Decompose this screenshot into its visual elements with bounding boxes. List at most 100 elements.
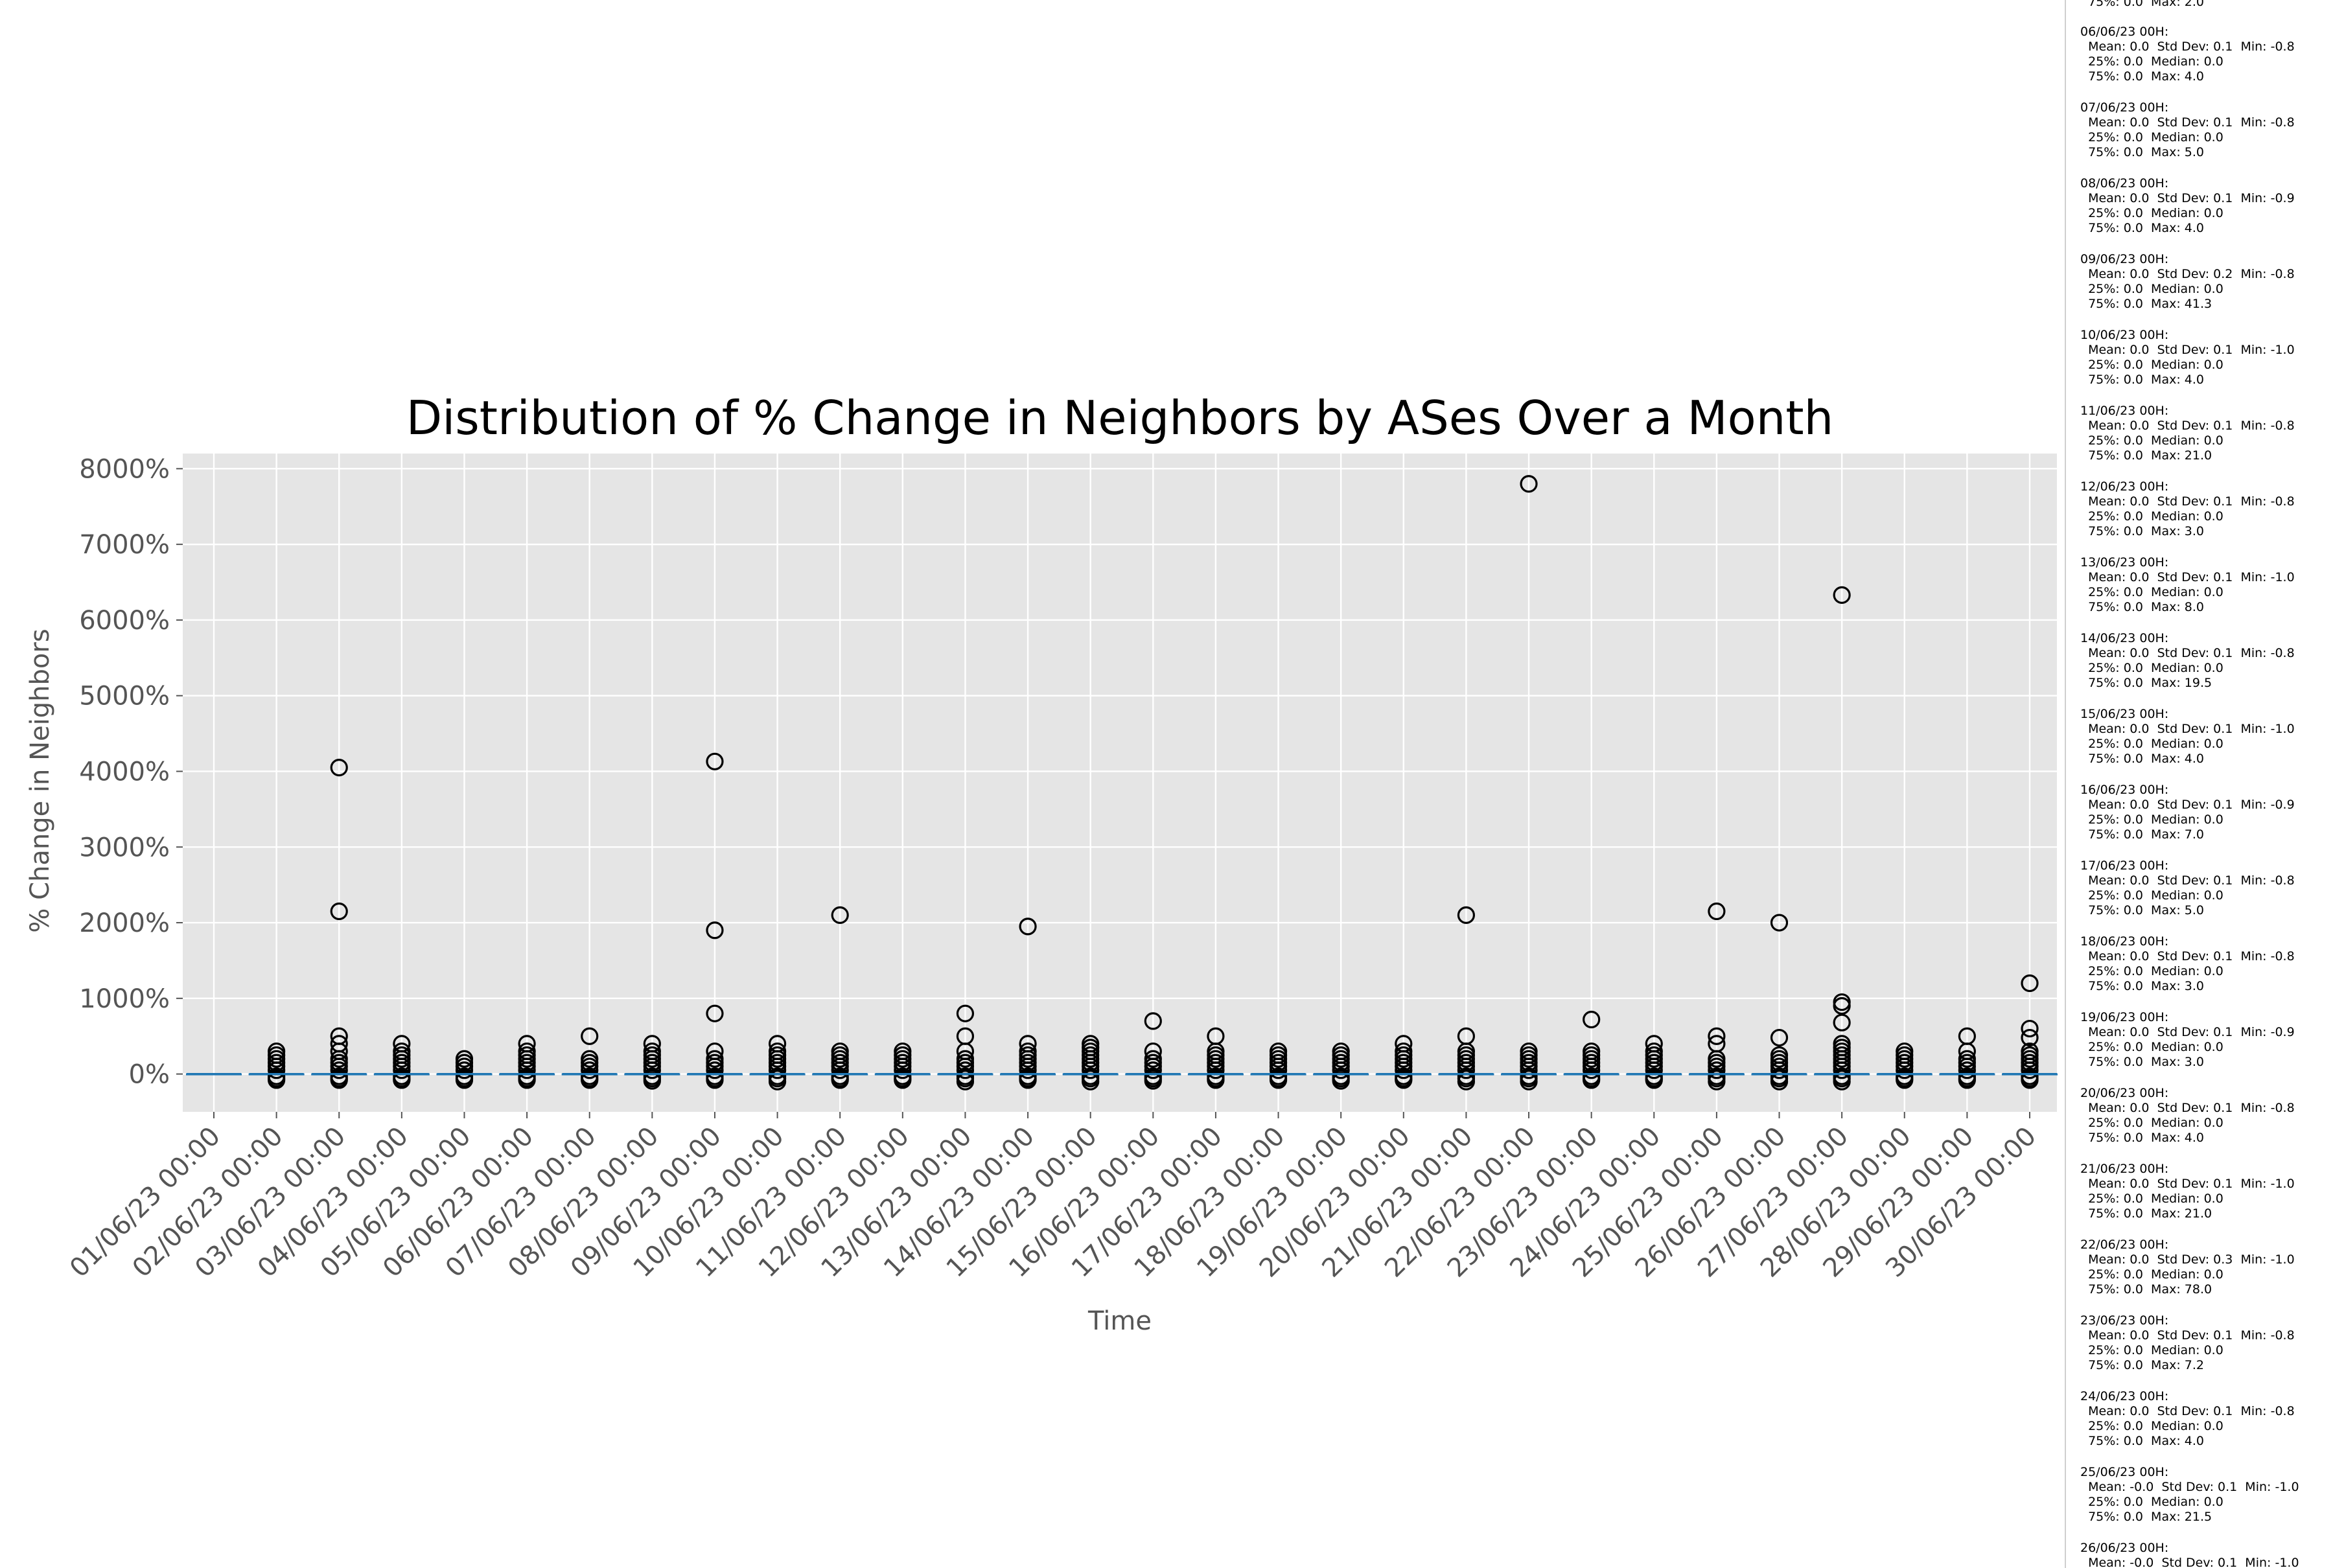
y-tick-label: 0% [129,1060,170,1090]
outlier-point [1207,1061,1225,1079]
stats-entry: 09/06/23 00H: Mean: 0.0 Std Dev: 0.2 Min… [2080,252,2295,311]
outlier-point [1896,1071,1914,1089]
statistics-panel: 75%: 0.0 Max: 2.0 06/06/23 00H: Mean: 0.0… [2065,0,2324,1568]
stats-entry: 23/06/23 00H: Mean: 0.0 Std Dev: 0.1 Min… [2080,1313,2295,1372]
chart-title: Distribution of % Change in Neighbors by… [406,391,1833,445]
y-tick-label: 1000% [79,984,170,1014]
y-axis-label: % Change in Neighbors [25,628,55,932]
outlier-point [393,1071,411,1089]
outlier-point [831,1061,849,1079]
outlier-point [1144,1061,1162,1079]
stats-entry: 19/06/23 00H: Mean: 0.0 Std Dev: 0.1 Min… [2080,1010,2295,1069]
outlier-point [831,1071,849,1089]
outlier-point [330,759,348,777]
stats-entry: 18/06/23 00H: Mean: 0.0 Std Dev: 0.1 Min… [2080,934,2295,993]
outlier-point [2021,974,2039,993]
outlier-point [1269,1061,1288,1079]
outlier-point [768,1061,787,1079]
box-19 [1313,1042,1369,1090]
outlier-point [1019,1071,1037,1089]
stats-entry: 20/06/23 00H: Mean: 0.0 Std Dev: 0.1 Min… [2080,1086,2295,1145]
box-12 [874,1042,931,1089]
outlier-point [1583,1010,1601,1029]
outlier-point [706,752,724,770]
outlier-point [1207,1071,1225,1089]
outlier-point [2021,1028,2039,1047]
stats-entry: 13/06/23 00H: Mean: 0.0 Std Dev: 0.1 Min… [2080,555,2295,614]
y-tick-label: 8000% [79,454,170,484]
outlier-point [581,1071,599,1089]
outlier-point [455,1071,474,1089]
outlier-point [1833,997,1851,1015]
outlier-point [1520,1061,1538,1079]
box-29 [1939,1027,1995,1089]
outlier-point [831,906,849,924]
box-1 [186,1073,242,1076]
box-6 [499,1035,555,1089]
box-24 [1626,1035,1682,1089]
stats-entry: 24/06/23 00H: Mean: 0.0 Std Dev: 0.1 Min… [2080,1389,2295,1448]
outlier-point [1770,1061,1789,1079]
stats-entry: 16/06/23 00H: Mean: 0.0 Std Dev: 0.1 Min… [2080,783,2295,842]
outlier-point [706,1071,724,1089]
outlier-point [1457,906,1476,924]
stats-entry: 21/06/23 00H: Mean: 0.0 Std Dev: 0.1 Min… [2080,1162,2295,1221]
box-4 [373,1035,430,1089]
outlier-point [1269,1071,1288,1089]
y-tick-label: 4000% [79,757,170,787]
y-axis-ticks: 0% 1000% 2000% 3000% 4000% 5000% 6000% 7000% 800… [79,454,183,1090]
y-tick-label: 2000% [79,908,170,938]
stats-entry: 08/06/23 00H: Mean: 0.0 Std Dev: 0.1 Min… [2080,176,2295,235]
outlier-point [455,1061,474,1079]
y-tick-label: 5000% [79,682,170,711]
outlier-point [1332,1061,1350,1079]
outlier-point [1770,1028,1789,1047]
stats-entry: 75%: 0.0 Max: 2.0 [2080,0,2204,9]
box-20 [1375,1035,1432,1089]
stats-entry: 25/06/23 00H: Mean: -0.0 Std Dev: 0.1 Mi… [2080,1465,2299,1524]
box-8 [624,1035,680,1090]
outlier-point [393,1061,411,1079]
outlier-point [1958,1061,1976,1079]
box-13 [937,1004,993,1090]
outlier-point [1708,902,1726,921]
outlier-point [1958,1071,1976,1089]
stats-entry: 11/06/23 00H: Mean: 0.0 Std Dev: 0.1 Min… [2080,404,2295,463]
stats-entry: 10/06/23 00H: Mean: 0.0 Std Dev: 0.1 Min… [2080,328,2295,387]
outlier-point [518,1061,536,1079]
outlier-point [1583,1061,1601,1079]
y-tick-label: 7000% [79,530,170,560]
outlier-point [1457,1061,1476,1079]
box-5 [436,1050,493,1089]
outlier-point [894,1071,912,1089]
outlier-point [268,1061,286,1079]
box-25 [1688,902,1745,1090]
outlier-point [1520,475,1538,493]
outlier-point [330,1071,348,1089]
outlier-point [2021,1019,2039,1038]
outlier-point [1708,1061,1726,1079]
box-11 [812,906,868,1089]
outlier-point [1082,1061,1100,1079]
outlier-point [1833,1061,1851,1079]
outlier-point [1896,1061,1914,1079]
outlier-point [1019,1061,1037,1079]
outlier-point [1645,1061,1663,1079]
outlier-point [330,902,348,921]
outlier-point [894,1061,912,1079]
outlier-point [581,1027,599,1045]
outlier-point [706,921,724,940]
outlier-point [1144,1012,1162,1030]
outlier-point [1583,1071,1601,1089]
outlier-point [1833,1013,1851,1032]
box-10 [749,1035,806,1090]
outlier-point [581,1061,599,1079]
stats-entry: 06/06/23 00H: Mean: 0.0 Std Dev: 0.1 Min… [2080,25,2295,84]
outlier-point [1395,1061,1413,1079]
box-18 [1250,1042,1306,1089]
y-tick-label: 3000% [79,833,170,862]
stats-entry: 22/06/23 00H: Mean: 0.0 Std Dev: 0.3 Min… [2080,1238,2295,1297]
x-axis-label: Time [1087,1306,1152,1336]
outlier-point [1645,1071,1663,1089]
